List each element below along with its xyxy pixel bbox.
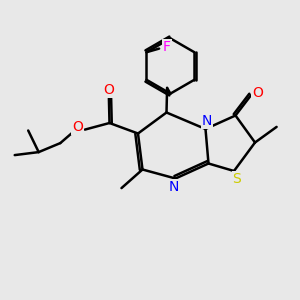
Text: N: N bbox=[169, 180, 179, 194]
Text: N: N bbox=[202, 114, 212, 128]
Text: F: F bbox=[163, 40, 171, 54]
Text: O: O bbox=[103, 83, 114, 97]
Text: O: O bbox=[72, 120, 83, 134]
Text: S: S bbox=[232, 172, 242, 186]
Text: O: O bbox=[252, 86, 263, 100]
